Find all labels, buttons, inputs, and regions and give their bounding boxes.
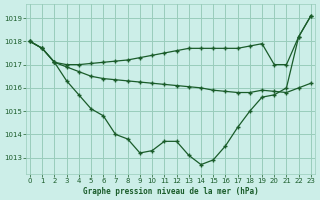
X-axis label: Graphe pression niveau de la mer (hPa): Graphe pression niveau de la mer (hPa) [83,187,258,196]
